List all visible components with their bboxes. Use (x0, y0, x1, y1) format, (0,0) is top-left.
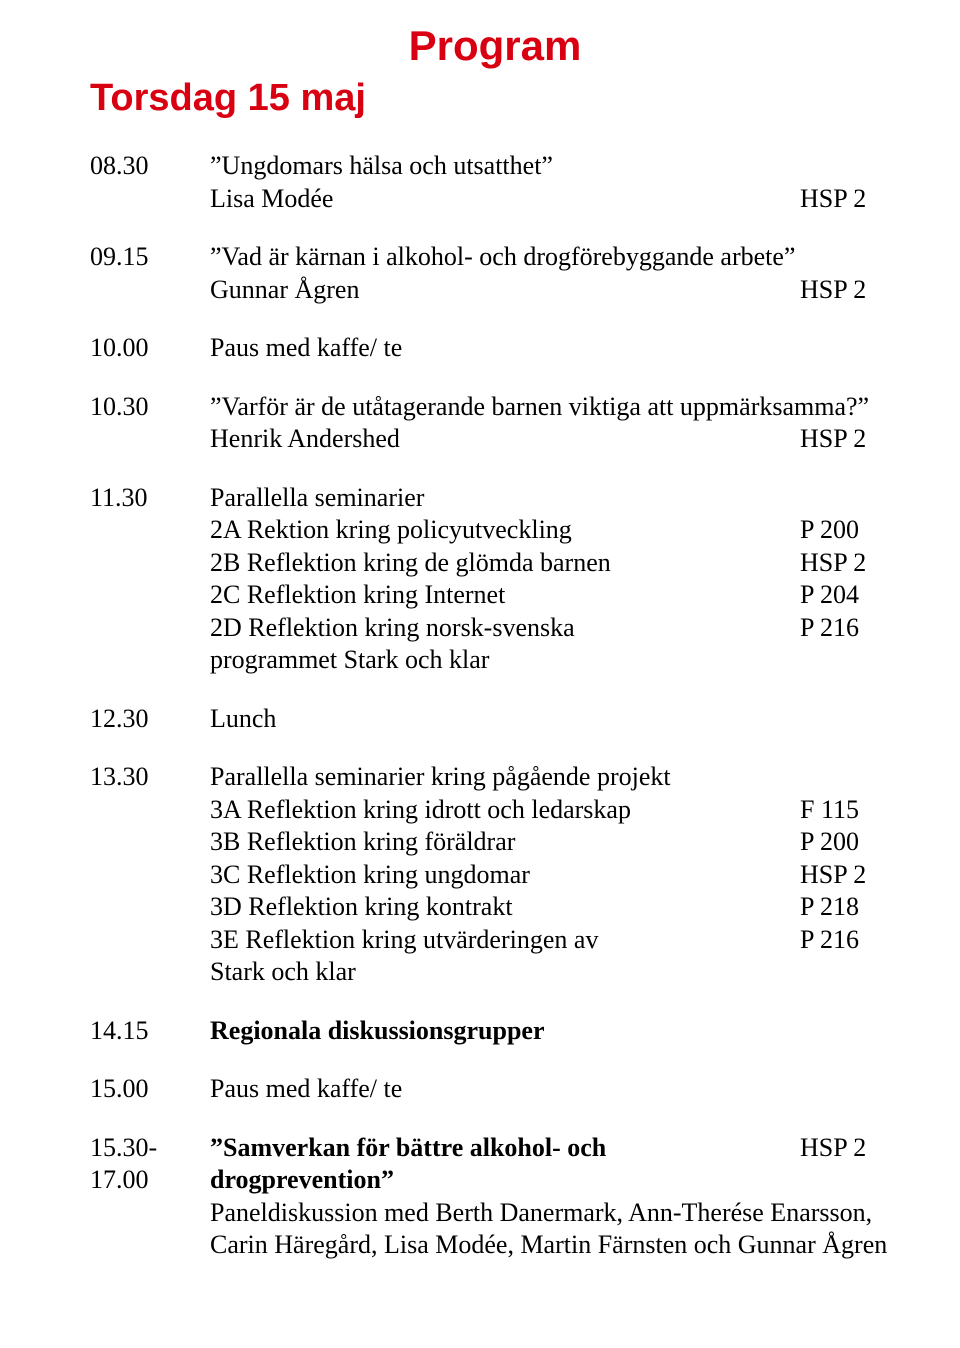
line-room: HSP 2 (792, 183, 900, 216)
schedule-line: Carin Häregård, Lisa Modée, Martin Färns… (210, 1229, 900, 1262)
line-room: F 115 (792, 794, 900, 827)
schedule-row: 14.15Regionala diskussionsgrupper (90, 1015, 900, 1048)
schedule-line: Gunnar ÅgrenHSP 2 (210, 274, 900, 307)
schedule-line: 2A Rektion kring policyutvecklingP 200 (210, 514, 900, 547)
schedule-line: 2C Reflektion kring InternetP 204 (210, 579, 900, 612)
line-text: Regionala diskussionsgrupper (210, 1015, 900, 1048)
schedule-line: ”Varför är de utåtagerande barnen viktig… (210, 391, 900, 424)
line-room: HSP 2 (792, 547, 900, 580)
schedule-line: Stark och klar (210, 956, 900, 989)
content-cell: ”Vad är kärnan i alkohol- och drogföreby… (210, 241, 900, 306)
schedule-row: 09.15”Vad är kärnan i alkohol- och drogf… (90, 241, 900, 306)
line-text: 3C Reflektion kring ungdomar (210, 859, 792, 892)
schedule-line: 3C Reflektion kring ungdomarHSP 2 (210, 859, 900, 892)
line-room: HSP 2 (792, 859, 900, 892)
line-text: Carin Häregård, Lisa Modée, Martin Färns… (210, 1229, 900, 1262)
line-text: Lunch (210, 703, 900, 736)
time-cell: 15.00 (90, 1073, 210, 1106)
schedule-line: Paus med kaffe/ te (210, 332, 900, 365)
schedule-line: Parallella seminarier (210, 482, 900, 515)
time-cell: 13.30 (90, 761, 210, 989)
line-text: Parallella seminarier kring pågående pro… (210, 761, 900, 794)
line-text: 3B Reflektion kring föräldrar (210, 826, 792, 859)
line-text: ”Vad är kärnan i alkohol- och drogföreby… (210, 241, 900, 274)
content-cell: Paus med kaffe/ te (210, 332, 900, 365)
content-cell: ”Ungdomars hälsa och utsatthet”Lisa Modé… (210, 150, 900, 215)
schedule-row: 11.30Parallella seminarier2A Rektion kri… (90, 482, 900, 677)
time-cell: 10.30 (90, 391, 210, 456)
schedule-line: 3D Reflektion kring kontraktP 218 (210, 891, 900, 924)
schedule-row: 10.00Paus med kaffe/ te (90, 332, 900, 365)
line-room: HSP 2 (792, 274, 900, 307)
schedule-line: Paneldiskussion med Berth Danermark, Ann… (210, 1197, 900, 1230)
line-text: programmet Stark och klar (210, 644, 900, 677)
schedule-line: Parallella seminarier kring pågående pro… (210, 761, 900, 794)
line-room: P 216 (792, 612, 900, 645)
line-text: 3D Reflektion kring kontrakt (210, 891, 792, 924)
line-text: 2B Reflektion kring de glömda barnen (210, 547, 792, 580)
time-cell: 10.00 (90, 332, 210, 365)
schedule-line: 3A Reflektion kring idrott och ledarskap… (210, 794, 900, 827)
time-cell: 11.30 (90, 482, 210, 677)
schedule-line: Henrik AndershedHSP 2 (210, 423, 900, 456)
time-cell: 12.30 (90, 703, 210, 736)
line-text: ”Ungdomars hälsa och utsatthet” (210, 150, 900, 183)
content-cell: Regionala diskussionsgrupper (210, 1015, 900, 1048)
schedule-row: 08.30”Ungdomars hälsa och utsatthet”Lisa… (90, 150, 900, 215)
schedule-line: 3B Reflektion kring föräldrarP 200 (210, 826, 900, 859)
schedule-line: 2D Reflektion kring norsk-svenskaP 216 (210, 612, 900, 645)
content-cell: Lunch (210, 703, 900, 736)
schedule-line: Lisa ModéeHSP 2 (210, 183, 900, 216)
schedule-row: 10.30”Varför är de utåtagerande barnen v… (90, 391, 900, 456)
line-room: HSP 2 (792, 1132, 900, 1197)
line-text: ”Varför är de utåtagerande barnen viktig… (210, 391, 900, 424)
line-text: Henrik Andershed (210, 423, 792, 456)
line-room: P 218 (792, 891, 900, 924)
schedule-line: Regionala diskussionsgrupper (210, 1015, 900, 1048)
schedule-row: 13.30Parallella seminarier kring pågåend… (90, 761, 900, 989)
line-room: P 204 (792, 579, 900, 612)
schedule-row: 15.00Paus med kaffe/ te (90, 1073, 900, 1106)
time-cell: 08.30 (90, 150, 210, 215)
schedule-line: ”Samverkan för bättre alkohol- och drogp… (210, 1132, 900, 1197)
line-text: Gunnar Ågren (210, 274, 792, 307)
line-room: HSP 2 (792, 423, 900, 456)
content-cell: Parallella seminarier2A Rektion kring po… (210, 482, 900, 677)
line-text: Stark och klar (210, 956, 900, 989)
line-room: P 200 (792, 826, 900, 859)
line-room: P 200 (792, 514, 900, 547)
time-cell: 15.30- 17.00 (90, 1132, 210, 1262)
day-heading: Torsdag 15 maj (90, 75, 900, 123)
schedule-line: Paus med kaffe/ te (210, 1073, 900, 1106)
line-text: Paus med kaffe/ te (210, 332, 900, 365)
line-text: Paus med kaffe/ te (210, 1073, 900, 1106)
time-cell: 09.15 (90, 241, 210, 306)
line-text: Lisa Modée (210, 183, 792, 216)
line-text: ”Samverkan för bättre alkohol- och drogp… (210, 1132, 792, 1197)
schedule-line: ”Ungdomars hälsa och utsatthet” (210, 150, 900, 183)
content-cell: ”Varför är de utåtagerande barnen viktig… (210, 391, 900, 456)
line-text: 3A Reflektion kring idrott och ledarskap (210, 794, 792, 827)
schedule-line: Lunch (210, 703, 900, 736)
line-text: 2A Rektion kring policyutveckling (210, 514, 792, 547)
content-cell: Paus med kaffe/ te (210, 1073, 900, 1106)
content-cell: Parallella seminarier kring pågående pro… (210, 761, 900, 989)
schedule-row: 15.30- 17.00”Samverkan för bättre alkoho… (90, 1132, 900, 1262)
schedule-list: 08.30”Ungdomars hälsa och utsatthet”Lisa… (90, 150, 900, 1262)
line-text: Parallella seminarier (210, 482, 900, 515)
content-cell: ”Samverkan för bättre alkohol- och drogp… (210, 1132, 900, 1262)
schedule-line: 3E Reflektion kring utvärderingen avP 21… (210, 924, 900, 957)
line-text: 3E Reflektion kring utvärderingen av (210, 924, 792, 957)
time-cell: 14.15 (90, 1015, 210, 1048)
line-room: P 216 (792, 924, 900, 957)
line-text: Paneldiskussion med Berth Danermark, Ann… (210, 1197, 900, 1230)
schedule-line: 2B Reflektion kring de glömda barnenHSP … (210, 547, 900, 580)
schedule-row: 12.30Lunch (90, 703, 900, 736)
schedule-line: programmet Stark och klar (210, 644, 900, 677)
line-text: 2D Reflektion kring norsk-svenska (210, 612, 792, 645)
page-title: Program (90, 20, 900, 73)
schedule-line: ”Vad är kärnan i alkohol- och drogföreby… (210, 241, 900, 274)
line-text: 2C Reflektion kring Internet (210, 579, 792, 612)
